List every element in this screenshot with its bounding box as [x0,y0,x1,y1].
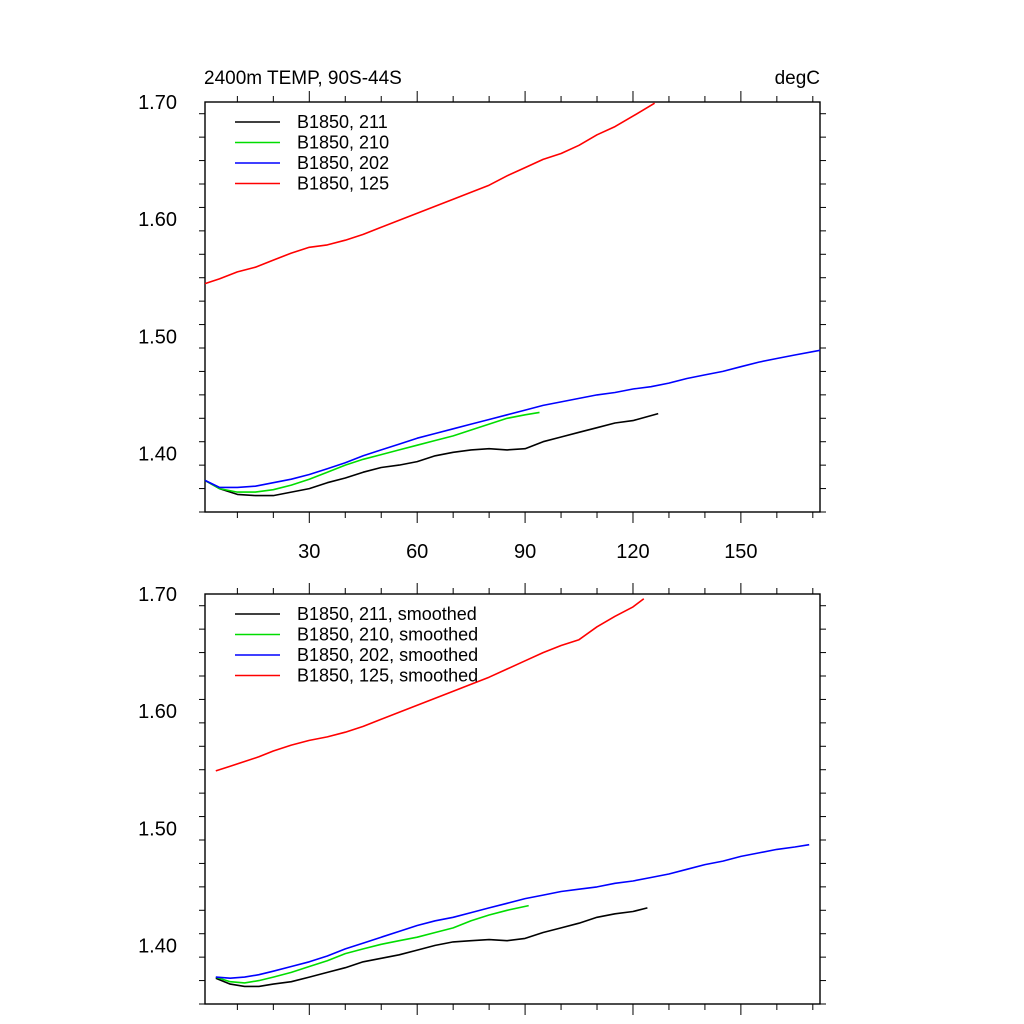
series-line-2 [204,349,821,489]
x-tick-label: 150 [724,541,757,563]
legend-label-3: B1850, 125 [297,174,389,194]
series-line-0 [204,412,659,497]
y-tick-label: 1.70 [138,584,177,606]
legend-label-1: B1850, 210 [297,133,389,153]
series-line-3 [204,102,656,285]
x-tick-label: 120 [616,541,649,563]
y-tick-label: 1.50 [138,326,177,348]
y-tick-label: 1.40 [138,443,177,465]
x-tick-label: 60 [406,541,428,563]
series-line-1 [215,904,529,984]
series-line-2 [215,843,810,980]
series-line-0 [215,907,648,988]
series-line-1 [204,411,540,493]
legend-label-3: B1850, 125, smoothed [297,666,478,686]
y-tick-label: 1.60 [138,701,177,723]
figure-title: 2400m TEMP, 90S-44S [204,68,402,89]
plot-frame [204,101,821,513]
legend-label-2: B1850, 202 [297,153,389,173]
x-tick-label: 90 [514,541,536,563]
x-tick-label: 30 [298,541,320,563]
y-tick-label: 1.60 [138,209,177,231]
y-tick-label: 1.40 [138,935,177,957]
plot-frame [204,593,821,1005]
y-tick-label: 1.50 [138,818,177,840]
figure-units: degC [775,68,820,89]
y-tick-label: 1.70 [138,92,177,114]
legend-label-0: B1850, 211, smoothed [297,604,477,624]
legend-label-1: B1850, 210, smoothed [297,625,478,645]
series-line-3 [215,598,645,772]
legend-label-0: B1850, 211 [297,112,388,132]
legend-label-2: B1850, 202, smoothed [297,645,478,665]
